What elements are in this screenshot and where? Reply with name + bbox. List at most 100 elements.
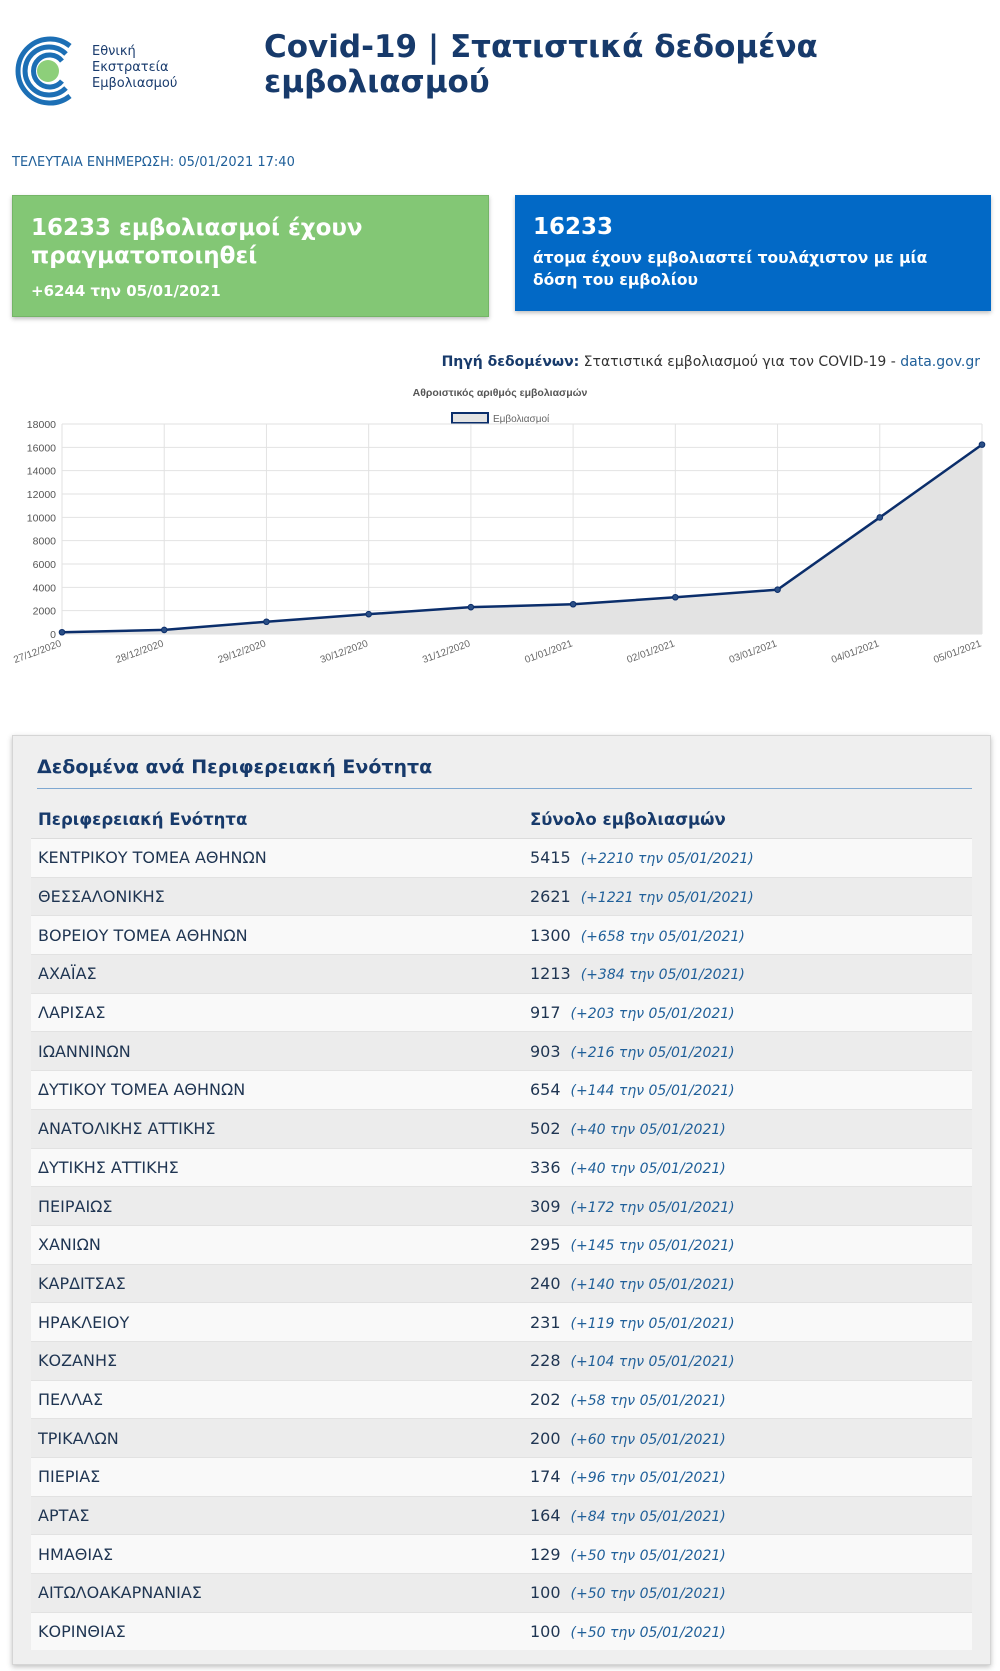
y-tick-label: 14000 — [27, 466, 56, 478]
table-row: ΚΕΝΤΡΙΚΟΥ ΤΟΜΕΑ ΑΘΗΝΩΝ 5415 (+2210 την 05/… — [31, 838, 972, 878]
page-header: Εθνική Εκστρατεία Εμβολιασμού Covid-19 |… — [0, 0, 1000, 130]
region-total-cell: 2621 (+1221 την 05/01/2021) — [523, 876, 972, 916]
x-tick-label: 04/01/2021 — [830, 638, 881, 666]
x-tick-label: 29/12/2020 — [217, 638, 268, 666]
region-delta: (+203 την 05/01/2021) — [570, 1006, 735, 1023]
region-total: 295 — [530, 1235, 561, 1255]
chart-svg: Αθροιστικός αριθμός εμβολιασμών Εμβολιασμ… — [12, 388, 986, 666]
region-delta: (+145 την 05/01/2021) — [570, 1238, 735, 1255]
region-total-cell: 228 (+104 την 05/01/2021) — [523, 1340, 972, 1381]
table-row: ΑΙΤΩΛΟΑΚΑΡΝΑΝΙΑΣ 100 (+50 την 05/01/2021) — [31, 1573, 972, 1613]
campaign-logo-icon[interactable] — [10, 30, 82, 112]
region-delta: (+40 την 05/01/2021) — [570, 1160, 726, 1177]
region-total-cell: 240 (+140 την 05/01/2021) — [523, 1263, 972, 1303]
region-total: 228 — [530, 1351, 561, 1371]
region-name: ΔΥΤΙΚΗΣ ΑΤΤΙΚΗΣ — [31, 1147, 523, 1187]
region-name: ΗΜΑΘΙΑΣ — [31, 1534, 523, 1574]
vaccinated-people-count: 16233 — [533, 214, 614, 240]
region-name: ΚΕΝΤΡΙΚΟΥ ΤΟΜΕΑ ΑΘΗΝΩΝ — [31, 838, 523, 878]
table-row: ΙΩΑΝΝΙΝΩΝ 903 (+216 την 05/01/2021) — [31, 1031, 972, 1071]
table-row: ΚΟΡΙΝΘΙΑΣ 100 (+50 την 05/01/2021) — [31, 1611, 972, 1651]
table-row: ΠΙΕΡΙΑΣ 174 (+96 την 05/01/2021) — [31, 1457, 972, 1497]
data-point — [978, 441, 986, 448]
region-delta: (+58 την 05/01/2021) — [570, 1392, 726, 1409]
data-point — [58, 628, 66, 636]
total-vaccinations-headline: 16233 εμβολιασμοί έχουν πραγματοποιηθεί — [31, 215, 363, 269]
region-total: 202 — [530, 1389, 561, 1409]
region-total: 100 — [530, 1583, 561, 1603]
region-name: ΑΙΤΩΛΟΑΚΑΡΝΑΝΙΑΣ — [31, 1573, 523, 1613]
y-tick-label: 4000 — [33, 582, 57, 594]
region-delta: (+216 την 05/01/2021) — [570, 1044, 735, 1061]
region-name: ΚΑΡΔΙΤΣΑΣ — [31, 1263, 523, 1303]
column-header-region: Περιφερειακή Ενότητα — [31, 800, 523, 839]
region-total: 5415 — [530, 848, 571, 868]
x-tick-label: 05/01/2021 — [932, 638, 983, 666]
region-delta: (+144 την 05/01/2021) — [570, 1083, 735, 1100]
region-name: ΒΟΡΕΙΟΥ ΤΟΜΕΑ ΑΘΗΝΩΝ — [31, 915, 523, 955]
x-tick-label: 03/01/2021 — [728, 638, 779, 666]
region-total: 336 — [530, 1157, 561, 1177]
region-total: 654 — [530, 1080, 561, 1100]
region-total-cell: 1300 (+658 την 05/01/2021) — [523, 915, 972, 955]
region-name: ΚΟΡΙΝΘΙΑΣ — [31, 1611, 523, 1651]
data-source: Πηγή δεδομένων: Στατιστικά εμβολιασμού γ… — [442, 354, 980, 370]
region-total-cell: 231 (+119 την 05/01/2021) — [523, 1302, 972, 1342]
region-total-cell: 309 (+172 την 05/01/2021) — [523, 1186, 972, 1226]
table-row: ΑΧΑΪΑΣ 1213 (+384 την 05/01/2021) — [31, 954, 972, 994]
region-delta: (+384 την 05/01/2021) — [580, 967, 745, 984]
table-row: ΗΜΑΘΙΑΣ 129 (+50 την 05/01/2021) — [31, 1534, 972, 1574]
region-total-cell: 917 (+203 την 05/01/2021) — [523, 992, 972, 1032]
region-delta: (+50 την 05/01/2021) — [570, 1547, 726, 1564]
data-point — [365, 610, 372, 618]
data-point — [774, 586, 781, 593]
region-total: 2621 — [530, 887, 571, 907]
region-total: 903 — [530, 1041, 561, 1061]
regional-data-body: ΚΕΝΤΡΙΚΟΥ ΤΟΜΕΑ ΑΘΗΝΩΝ 5415 (+2210 την 05/… — [31, 838, 972, 1651]
region-name: ΗΡΑΚΛΕΙΟΥ — [31, 1302, 523, 1342]
table-row: ΔΥΤΙΚΟΥ ΤΟΜΕΑ ΑΘΗΝΩΝ 654 (+144 την 05/01/2… — [31, 1070, 972, 1110]
x-tick-label: 28/12/2020 — [114, 638, 165, 666]
region-total-cell: 336 (+40 την 05/01/2021) — [523, 1147, 972, 1187]
table-row: ΑΡΤΑΣ 164 (+84 την 05/01/2021) — [31, 1495, 972, 1535]
table-row: ΚΟΖΑΝΗΣ 228 (+104 την 05/01/2021) — [31, 1340, 972, 1381]
column-header-total: Σύνολο εμβολιασμών — [523, 800, 972, 839]
region-name: ΧΑΝΙΩΝ — [31, 1224, 523, 1265]
y-tick-label: 6000 — [33, 559, 57, 571]
region-total: 129 — [530, 1544, 561, 1564]
y-tick-label: 8000 — [33, 536, 57, 548]
legend-label: Εμβολιασμοί — [493, 413, 550, 425]
logo-line: Εμβολιασμού — [92, 76, 178, 91]
table-row: ΘΕΣΣΑΛΟΝΙΚΗΣ 2621 (+1221 την 05/01/2021) — [31, 876, 972, 916]
data-point — [467, 603, 475, 611]
page-title: Covid-19 | Στατιστικά δεδομένα εμβολιασμ… — [264, 29, 818, 100]
table-row: ΔΥΤΙΚΗΣ ΑΤΤΙΚΗΣ 336 (+40 την 05/01/2021) — [31, 1147, 972, 1187]
region-name: ΑΡΤΑΣ — [31, 1495, 523, 1535]
vaccinated-people-card: 16233 άτομα έχουν εμβολιαστεί τουλάχιστο… — [515, 195, 991, 311]
vaccinated-people-text: άτομα έχουν εμβολιαστεί τουλάχιστον με μ… — [533, 249, 928, 289]
logo-line: Εκστρατεία — [92, 60, 169, 75]
region-delta: (+50 την 05/01/2021) — [570, 1625, 726, 1642]
region-total: 917 — [530, 1003, 561, 1023]
region-total-cell: 100 (+50 την 05/01/2021) — [523, 1573, 972, 1613]
y-tick-label: 10000 — [27, 512, 56, 524]
region-total: 502 — [530, 1119, 561, 1139]
table-row: ΗΡΑΚΛΕΙΟΥ 231 (+119 την 05/01/2021) — [31, 1302, 972, 1342]
data-point — [876, 514, 884, 521]
region-delta: (+658 την 05/01/2021) — [580, 928, 745, 945]
region-total-cell: 202 (+58 την 05/01/2021) — [523, 1379, 972, 1419]
cumulative-vaccinations-chart: Αθροιστικός αριθμός εμβολιασμών Εμβολιασμ… — [0, 388, 1000, 708]
region-delta: (+84 την 05/01/2021) — [570, 1509, 726, 1526]
region-name: ΛΑΡΙΣΑΣ — [31, 992, 523, 1032]
daily-delta-text: +6244 την 05/01/2021 — [31, 282, 221, 300]
logo-line: Εθνική — [92, 44, 136, 59]
region-name: ΑΝΑΤΟΛΙΚΗΣ ΑΤΤΙΚΗΣ — [31, 1108, 523, 1148]
region-total: 240 — [530, 1273, 561, 1293]
region-total: 100 — [530, 1622, 561, 1642]
table-row: ΧΑΝΙΩΝ 295 (+145 την 05/01/2021) — [31, 1224, 972, 1265]
source-link[interactable]: data.gov.gr — [900, 354, 980, 370]
table-row: ΒΟΡΕΙΟΥ ΤΟΜΕΑ ΑΘΗΝΩΝ 1300 (+658 την 05/01/… — [31, 915, 972, 955]
source-text: Στατιστικά εμβολιασμού για τον COVID-19 … — [583, 354, 896, 370]
y-tick-label: 12000 — [27, 489, 56, 501]
region-name: ΘΕΣΣΑΛΟΝΙΚΗΣ — [31, 876, 523, 916]
